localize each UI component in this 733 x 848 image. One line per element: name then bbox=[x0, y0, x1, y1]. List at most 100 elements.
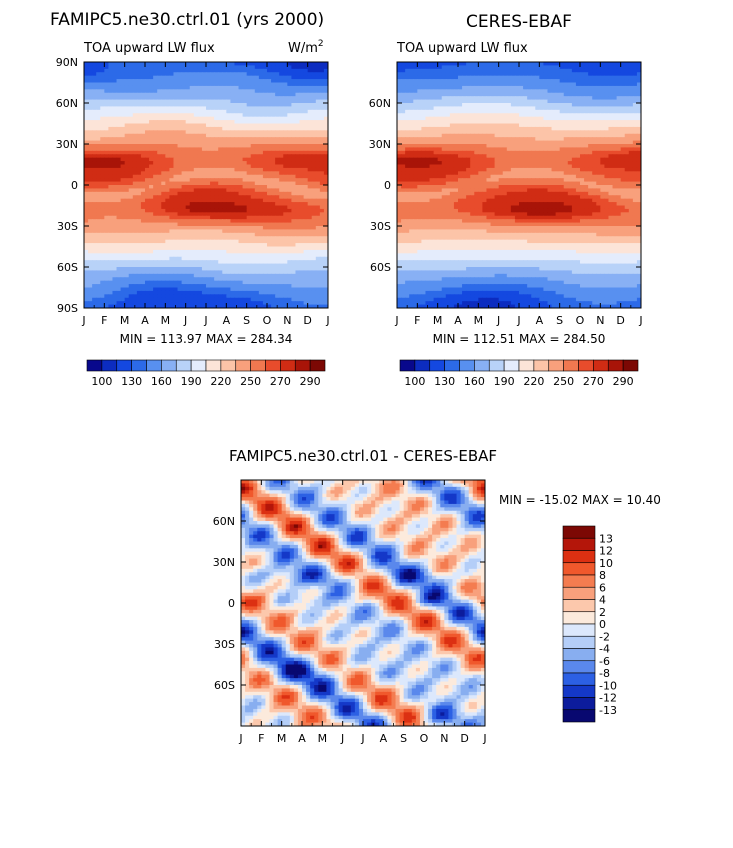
field-cell bbox=[246, 280, 252, 285]
field-cell bbox=[226, 106, 231, 111]
field-cell bbox=[242, 290, 248, 295]
field-cell bbox=[311, 215, 317, 220]
field-cell bbox=[291, 123, 297, 128]
field-cell bbox=[214, 82, 219, 87]
field-cell bbox=[116, 123, 122, 128]
field-cell bbox=[214, 222, 219, 227]
field-cell bbox=[600, 85, 605, 90]
field-cell bbox=[124, 137, 130, 142]
field-cell bbox=[303, 140, 309, 145]
field-cell bbox=[498, 79, 504, 84]
field-cell bbox=[234, 126, 240, 131]
field-cell bbox=[275, 202, 280, 207]
field-cell bbox=[210, 103, 215, 108]
field-cell bbox=[319, 284, 325, 289]
field-cell bbox=[92, 297, 97, 302]
field-cell bbox=[132, 236, 138, 241]
field-cell bbox=[254, 171, 260, 176]
field-cell bbox=[88, 188, 93, 193]
field-cell bbox=[201, 116, 207, 121]
field-cell bbox=[250, 284, 256, 289]
field-cell bbox=[287, 116, 292, 121]
field-cell bbox=[140, 99, 146, 104]
field-cell bbox=[275, 150, 280, 155]
field-cell bbox=[132, 133, 138, 138]
field-cell bbox=[100, 171, 105, 176]
field-cell bbox=[189, 157, 195, 162]
field-cell bbox=[315, 249, 321, 254]
field-cell bbox=[539, 75, 544, 80]
field-cell bbox=[161, 188, 166, 193]
field-cell bbox=[275, 249, 280, 254]
field-cell bbox=[201, 243, 207, 248]
field-cell bbox=[222, 260, 227, 265]
field-cell bbox=[112, 202, 118, 207]
field-cell bbox=[299, 246, 305, 251]
field-cell bbox=[279, 202, 284, 207]
field-cell bbox=[153, 113, 158, 118]
field-cell bbox=[250, 147, 256, 152]
field-cell bbox=[206, 226, 211, 231]
field-cell bbox=[319, 208, 325, 213]
field-cell bbox=[140, 120, 146, 125]
field-cell bbox=[242, 130, 248, 135]
field-cell bbox=[96, 222, 101, 227]
field-cell bbox=[88, 82, 93, 87]
field-cell bbox=[96, 120, 101, 125]
field-cell bbox=[271, 96, 276, 101]
field-cell bbox=[279, 304, 284, 308]
field-cell bbox=[592, 62, 597, 67]
field-cell bbox=[271, 267, 276, 272]
field-cell bbox=[169, 116, 175, 121]
field-cell bbox=[104, 219, 109, 224]
field-cell bbox=[323, 161, 328, 166]
field-cell bbox=[218, 243, 223, 248]
field-cell bbox=[303, 150, 309, 155]
field-cell bbox=[136, 267, 142, 272]
field-cell bbox=[291, 229, 297, 234]
field-cell bbox=[140, 164, 146, 169]
field-cell bbox=[169, 239, 175, 244]
field-cell bbox=[295, 130, 301, 135]
field-cell bbox=[136, 140, 142, 145]
field-cell bbox=[197, 62, 203, 67]
field-cell bbox=[210, 273, 215, 278]
field-cell bbox=[258, 246, 264, 251]
field-cell bbox=[132, 212, 138, 217]
field-cell bbox=[527, 75, 532, 80]
field-cell bbox=[315, 229, 321, 234]
field-cell bbox=[177, 140, 183, 145]
field-cell bbox=[153, 219, 158, 224]
field-cell bbox=[181, 249, 187, 254]
field-cell bbox=[206, 116, 211, 121]
field-cell bbox=[462, 68, 467, 73]
field-cell bbox=[201, 273, 207, 278]
field-cell bbox=[311, 65, 317, 70]
field-cell bbox=[165, 277, 170, 282]
field-cell bbox=[307, 164, 313, 169]
field-cell bbox=[165, 202, 170, 207]
field-cell bbox=[409, 92, 414, 97]
field-cell bbox=[254, 185, 260, 190]
field-cell bbox=[181, 256, 187, 261]
field-cell bbox=[258, 253, 264, 258]
field-cell bbox=[201, 137, 207, 142]
field-cell bbox=[112, 164, 118, 169]
field-cell bbox=[132, 178, 138, 183]
field-cell bbox=[230, 249, 236, 254]
field-cell bbox=[189, 109, 195, 114]
field-cell bbox=[230, 202, 236, 207]
field-cell bbox=[112, 144, 118, 149]
field-cell bbox=[189, 79, 195, 84]
field-cell bbox=[242, 75, 248, 80]
field-cell bbox=[433, 68, 439, 73]
field-cell bbox=[193, 178, 199, 183]
field-cell bbox=[596, 62, 601, 67]
field-cell bbox=[230, 126, 236, 131]
field-cell bbox=[275, 154, 280, 159]
field-cell bbox=[181, 290, 187, 295]
field-cell bbox=[246, 208, 252, 213]
field-cell bbox=[445, 65, 451, 70]
field-cell bbox=[258, 188, 264, 193]
field-cell bbox=[189, 270, 195, 275]
